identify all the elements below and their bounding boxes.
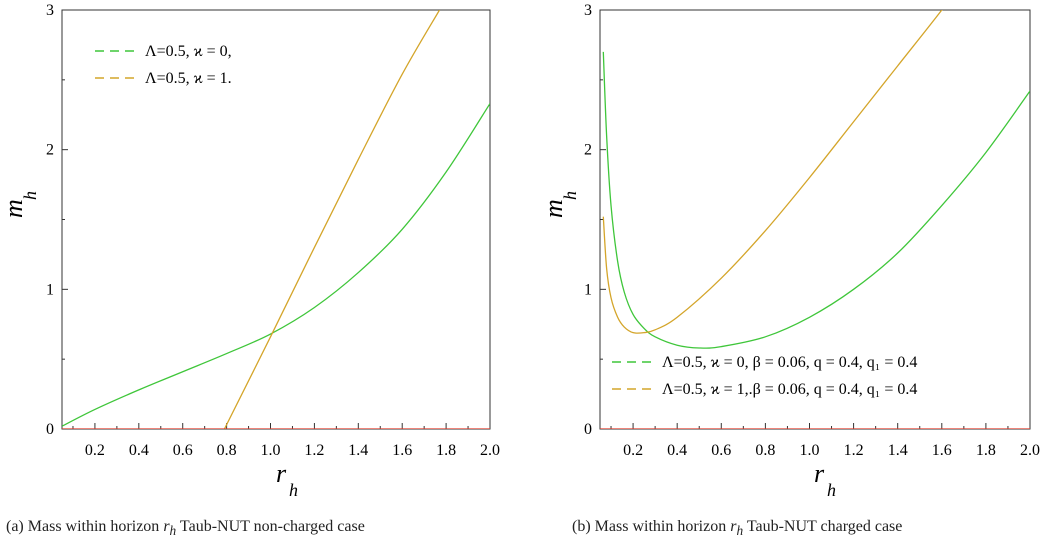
panel-b-legend-entry: Λ=0.5, ϰ = 1,.β = 0.06, q = 0.4, q₁ = 0.… (662, 381, 917, 398)
caption-a: (a) Mass within horizon rh Taub-NUT non-… (6, 518, 365, 539)
panel-a-x-tick-label: 1.0 (261, 442, 281, 459)
caption-b-prefix: (b) Mass within horizon (572, 518, 731, 535)
panel-a-x-tick-label: 2.0 (480, 442, 500, 459)
panel-b-legend-entry: Λ=0.5, ϰ = 0, β = 0.06, q = 0.4, q₁ = 0.… (662, 354, 917, 371)
panel-a-x-tick-label: 1.4 (348, 442, 368, 459)
panel-a-x-tick-label: 1.2 (304, 442, 324, 459)
panel-b-y-tick-label: 1 (584, 281, 592, 298)
panel-a-x-tick-label: 0.6 (173, 442, 193, 459)
panel-a-y-axis-label: m (0, 199, 28, 218)
panel-a-y-tick-label: 1 (46, 281, 54, 298)
panel-b-series-1 (602, 10, 943, 334)
panel-a-plot-frame (61, 9, 491, 430)
panel-b-y-tick-label: 2 (584, 142, 592, 159)
caption-a-sub: h (169, 523, 177, 539)
panel-b-x-tick-label: 1.8 (976, 442, 996, 459)
panel-b-y-axis-label-sub: h (560, 191, 580, 200)
panel-a-x-tick-label: 1.8 (436, 442, 456, 459)
caption-b-suffix: Taub-NUT charged case (743, 518, 903, 535)
panel-a-series-1 (223, 10, 441, 429)
caption-a-prefix: (a) Mass within horizon (6, 518, 164, 535)
panel-a-y-tick-label: 0 (46, 421, 54, 438)
panel-a-y-tick-label: 3 (46, 2, 54, 19)
panel-b-x-tick-label: 2.0 (1020, 442, 1040, 459)
panel-b-x-tick-label: 1.2 (844, 442, 864, 459)
panel-b-x-axis-label-sub: h (827, 480, 836, 500)
panel-b-y-axis-label: m (539, 199, 568, 218)
panel-a-y-tick-label: 2 (46, 142, 54, 159)
panel-a-legend-entry: Λ=0.5, ϰ = 0, (145, 43, 232, 60)
panel-b-x-tick-label: 0.2 (623, 442, 643, 459)
panel-a-x-tick-label: 1.6 (392, 442, 412, 459)
panel-b-x-axis-label: r (814, 459, 825, 488)
caption-a-suffix: Taub-NUT non-charged case (176, 518, 365, 535)
panel-a-y-axis-label-sub: h (20, 191, 40, 200)
panel-b-x-tick-label: 0.8 (755, 442, 775, 459)
panel-b-x-tick-label: 0.6 (711, 442, 731, 459)
panel-a-x-tick-label: 0.4 (129, 442, 149, 459)
panel-a-series-0 (62, 103, 490, 427)
panel-b-series-0 (602, 51, 1030, 349)
panel-a-legend-entry: Λ=0.5, ϰ = 1. (145, 70, 232, 87)
panel-a-x-axis-label-sub: h (289, 480, 298, 500)
panel-b-x-tick-label: 0.4 (667, 442, 687, 459)
panel-a-x-axis-label: r (276, 459, 287, 488)
panel-b-x-tick-label: 1.4 (888, 442, 908, 459)
caption-b-sub: h (736, 523, 744, 539)
panel-a-x-tick-label: 0.2 (85, 442, 105, 459)
panel-b-y-tick-label: 3 (584, 2, 592, 19)
panel-b-y-tick-label: 0 (584, 421, 592, 438)
panel-b-x-tick-label: 1.6 (932, 442, 952, 459)
chart-figure: 0.2 0.4 0.6 0.8 1.0 1.2 1.4 1.6 1.8 2.0 0 1 2 3 Λ=0.5,… (0, 2, 1040, 500)
caption-a-var: r (163, 518, 170, 535)
caption-b-var: r (730, 518, 737, 535)
caption-b: (b) Mass within horizon rh Taub-NUT char… (572, 518, 902, 539)
panel-a-x-tick-label: 0.8 (217, 442, 237, 459)
panel-b-x-tick-label: 1.0 (799, 442, 819, 459)
